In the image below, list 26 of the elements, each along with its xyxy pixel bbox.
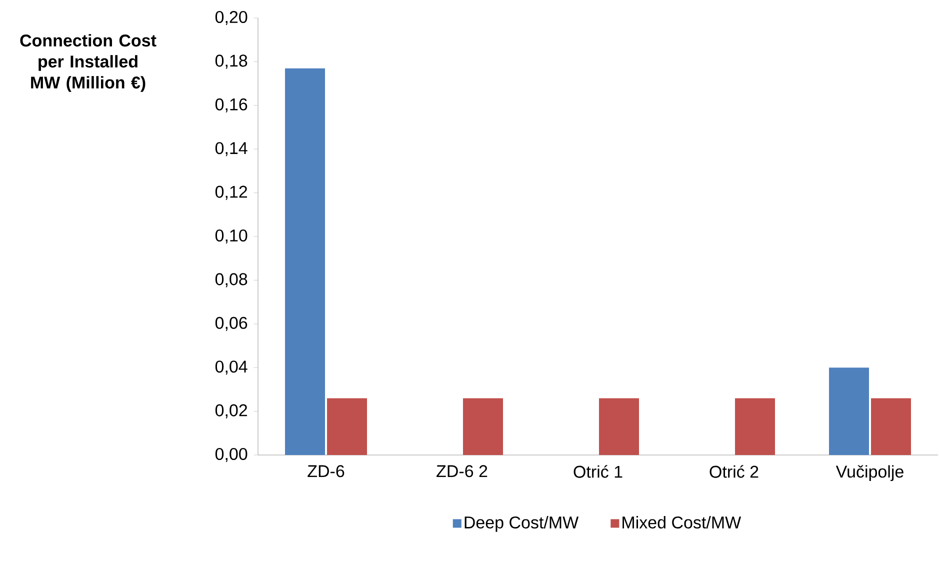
y-tick-label: 0,00 bbox=[215, 448, 248, 462]
bar bbox=[599, 398, 640, 455]
y-tick-label: 0,06 bbox=[215, 316, 248, 331]
x-tick-label: Vučipolje bbox=[836, 465, 904, 482]
y-tick-label: 0,08 bbox=[215, 273, 248, 288]
y-tick-label: 0,14 bbox=[215, 142, 248, 156]
y-tick-label: 0,04 bbox=[215, 360, 248, 375]
y-tick-label: 0,12 bbox=[215, 186, 248, 200]
x-tick-label: Otrić 1 bbox=[574, 465, 622, 478]
y-axis-title: Connection Cost per Installed MW (Million €) bbox=[20, 34, 156, 92]
x-tick-label: Otrić 2 bbox=[710, 465, 758, 478]
y-tick-label: 0,10 bbox=[215, 229, 248, 244]
bar bbox=[871, 398, 912, 455]
legend-label: Mixed Cost/MW bbox=[622, 516, 742, 529]
y-tick-label: 0,02 bbox=[215, 404, 248, 418]
x-tick-label: ZD-6 bbox=[308, 465, 344, 478]
bar bbox=[285, 68, 326, 455]
legend-label: Deep Cost/MW bbox=[464, 516, 579, 532]
y-tick-label: 0,20 bbox=[215, 10, 248, 26]
bar bbox=[463, 398, 504, 455]
y-tick-label: 0,18 bbox=[215, 54, 248, 69]
x-tick-label: ZD-6 2 bbox=[436, 465, 488, 478]
bar bbox=[327, 398, 368, 455]
y-tick-label: 0,16 bbox=[215, 98, 248, 112]
bar bbox=[735, 398, 776, 455]
bar bbox=[829, 368, 870, 455]
